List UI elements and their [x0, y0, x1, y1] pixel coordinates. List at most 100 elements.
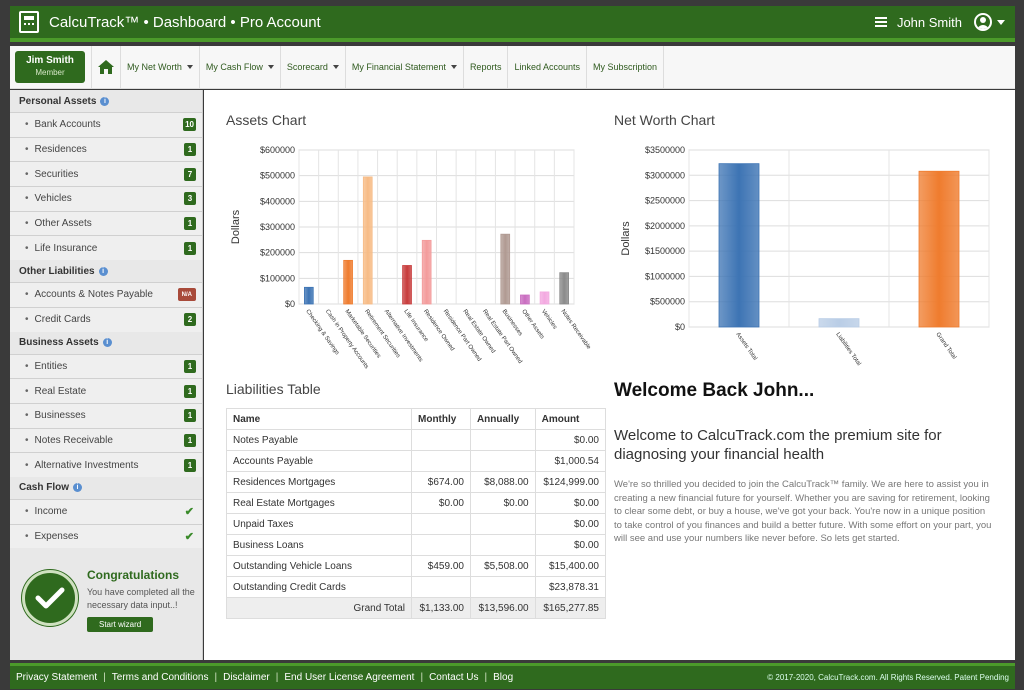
x-tick-label: Assets Total	[734, 332, 757, 362]
sidebar-item-securities[interactable]: • Securities 7	[10, 161, 202, 187]
nav-label: My Subscription	[593, 62, 658, 72]
assets-chart-title: Assets Chart	[226, 112, 307, 128]
section-title: Business Assets	[19, 337, 99, 348]
chevron-down-icon[interactable]	[997, 19, 1005, 25]
footer-link-end-user-license-agreement[interactable]: End User License Agreement	[284, 672, 415, 683]
user-avatar-icon[interactable]	[974, 13, 992, 31]
sidebar-item-label: Alternative Investments	[34, 459, 139, 471]
row-annually: $0.00	[469, 492, 536, 514]
bullet-icon: •	[25, 242, 29, 254]
row-monthly	[411, 576, 471, 598]
sidebar-item-label: Income	[34, 506, 68, 518]
sidebar-item-residences[interactable]: • Residences 1	[10, 136, 202, 162]
bar-retirement-securities	[362, 176, 373, 305]
row-name: Outstanding Vehicle Loans	[226, 555, 412, 577]
table-row: Residences Mortgages $674.00 $8,088.00 $124…	[226, 471, 607, 493]
bar-checking-savings	[304, 286, 314, 305]
bar-other-assets	[520, 294, 530, 305]
row-amount: $0.00	[534, 534, 607, 556]
row-amount: $15,400.00	[534, 555, 607, 577]
column-header-monthly: Monthly	[411, 408, 471, 430]
home-button[interactable]	[91, 45, 121, 89]
member-badge[interactable]: Jim Smith Member	[15, 51, 85, 83]
sidebar-item-label: Notes Receivable	[34, 434, 113, 446]
y-tick-label: $500000	[650, 297, 685, 307]
congrats-panel: Congratulations You have completed all th…	[10, 558, 203, 660]
bullet-icon: •	[25, 385, 29, 397]
info-icon[interactable]: i	[100, 96, 110, 106]
nav-reports[interactable]: Reports	[464, 45, 509, 89]
footer-link-privacy-statement[interactable]: Privacy Statement	[16, 672, 98, 683]
info-icon[interactable]: i	[73, 483, 83, 493]
row-name: Unpaid Taxes	[226, 513, 412, 535]
sidebar-item-vehicles[interactable]: • Vehicles 3	[10, 186, 202, 211]
table-row: Business Loans $0.00	[226, 534, 607, 556]
footer-link-terms-and-conditions[interactable]: Terms and Conditions	[111, 672, 209, 683]
count-badge: 1	[184, 458, 196, 472]
title-bar: CalcuTrack™ • Dashboard • Pro Account Jo…	[10, 6, 1015, 42]
user-menu[interactable]: John Smith	[874, 13, 1005, 31]
bullet-icon: •	[25, 193, 29, 205]
welcome-panel: Welcome Back John... Welcome to CalcuTra…	[614, 380, 994, 546]
section-title: Personal Assets	[19, 95, 97, 107]
hamburger-menu-icon[interactable]	[874, 17, 887, 27]
start-wizard-button[interactable]: Start wizard	[87, 617, 154, 632]
footer: Privacy Statement | Terms and Conditions | D…	[10, 663, 1015, 689]
link-separator: |	[420, 672, 424, 683]
welcome-body: We're so thrilled you decided to join th…	[614, 479, 992, 544]
bullet-icon: •	[25, 434, 29, 446]
nav-my-cash-flow[interactable]: My Cash Flow	[200, 45, 281, 89]
row-amount: $1,000.54	[534, 450, 607, 472]
nav-my-financial-statement[interactable]: My Financial Statement	[346, 45, 464, 89]
nav-label: My Net Worth	[127, 62, 182, 72]
y-tick-label: $1000000	[645, 271, 685, 281]
checkmark-icon: ✔	[184, 530, 194, 543]
row-amount: $124,999.00	[534, 471, 607, 493]
y-axis-label: Dollars	[620, 221, 632, 256]
sidebar-item-other-assets[interactable]: • Other Assets 1	[10, 210, 202, 236]
row-annually	[469, 429, 536, 451]
count-badge: 1	[184, 241, 196, 255]
sidebar-item-label: Businesses	[34, 410, 86, 422]
liabilities-table-title: Liabilities Table	[226, 381, 321, 397]
info-icon[interactable]: i	[102, 338, 112, 347]
row-monthly	[411, 450, 471, 472]
nav-label: Linked Accounts	[514, 62, 580, 72]
info-icon[interactable]: i	[98, 266, 108, 276]
count-badge: 1	[184, 143, 196, 157]
nav-my-net-worth[interactable]: My Net Worth	[121, 45, 200, 89]
sidebar-item-accounts-notes-payable[interactable]: • Accounts & Notes Payable N/A	[10, 282, 202, 307]
user-name[interactable]: John Smith	[896, 14, 962, 30]
sidebar-item-entities[interactable]: • Entities 1	[10, 353, 202, 379]
sidebar-item-label: Entities	[34, 360, 68, 372]
sidebar-item-businesses[interactable]: • Businesses 1	[10, 402, 202, 428]
sidebar-item-label: Real Estate	[34, 385, 87, 397]
bar-marketable-securities	[343, 259, 353, 305]
caret-down-icon	[267, 65, 274, 69]
sidebar-item-notes-receivable[interactable]: • Notes Receivable 1	[10, 427, 202, 453]
nav-linked-accounts[interactable]: Linked Accounts	[508, 45, 587, 89]
nav-my-subscription[interactable]: My Subscription	[587, 45, 665, 89]
x-tick-label: Alternative Investments	[383, 309, 424, 364]
total-annually: $13,596.00	[469, 597, 536, 619]
sidebar-item-alternative-investments[interactable]: • Alternative Investments 1	[10, 452, 202, 477]
success-check-icon	[22, 570, 78, 626]
sidebar-item-label: Accounts & Notes Payable	[34, 289, 153, 301]
bar-notes-receivable	[559, 272, 569, 305]
sidebar-item-bank-accounts[interactable]: • Bank Accounts 10	[10, 112, 202, 137]
networth-chart: $0 $500000 $1000000 $1500000 $2000000 $250000…	[620, 145, 990, 367]
footer-link-contact-us[interactable]: Contact Us	[429, 672, 479, 683]
nav-scorecard[interactable]: Scorecard	[281, 45, 346, 89]
sidebar-item-life-insurance[interactable]: • Life Insurance 1	[10, 235, 202, 261]
nav-label: My Financial Statement	[351, 62, 446, 72]
footer-link-blog[interactable]: Blog	[493, 672, 514, 683]
sidebar-item-real-estate[interactable]: • Real Estate 1	[10, 378, 202, 403]
caret-down-icon	[450, 65, 457, 69]
y-axis-label: Dollars	[230, 209, 242, 244]
footer-link-disclaimer[interactable]: Disclaimer	[223, 672, 270, 683]
sidebar-item-expenses[interactable]: • Expenses ✔	[10, 523, 202, 549]
sidebar-item-credit-cards[interactable]: • Credit Cards 2	[10, 306, 202, 332]
sidebar-item-income[interactable]: • Income ✔	[10, 498, 202, 524]
copyright: © 2017-2020, CalcuTrack.com. All Rights …	[767, 673, 1009, 682]
